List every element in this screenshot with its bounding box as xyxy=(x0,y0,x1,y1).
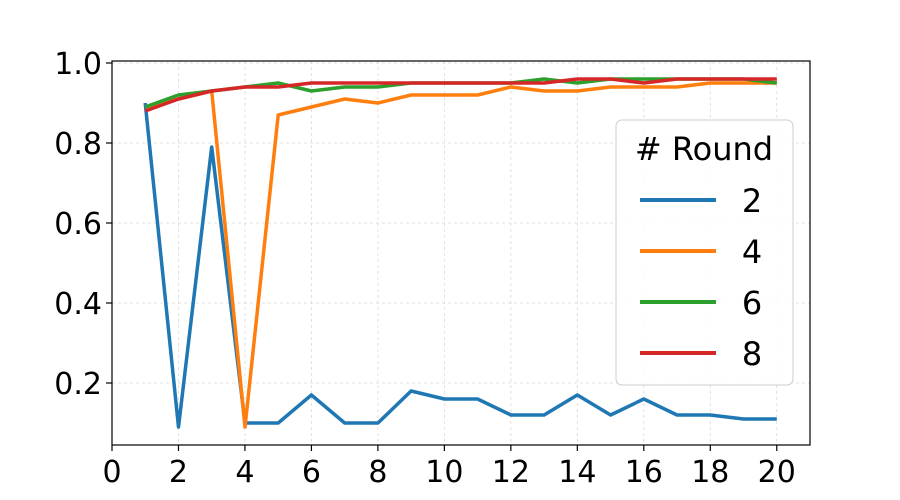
x-tick-label: 8 xyxy=(368,455,387,490)
legend-label-2: 2 xyxy=(742,182,762,220)
series-line-2 xyxy=(143,102,777,429)
legend-label-6: 6 xyxy=(742,284,762,322)
y-tick-label: 0.4 xyxy=(54,287,102,322)
x-tick-label: 20 xyxy=(758,455,796,490)
x-tick-label: 0 xyxy=(102,455,121,490)
x-tick-label: 10 xyxy=(425,455,463,490)
x-tick-label: 6 xyxy=(302,455,321,490)
x-tick-label: 14 xyxy=(558,455,596,490)
x-tick-label: 4 xyxy=(235,455,254,490)
x-tick-label: 12 xyxy=(492,455,530,490)
legend-label-8: 8 xyxy=(742,335,762,373)
series-lines xyxy=(143,77,778,429)
x-axis: 0 2 4 6 8 10 12 14 16 18 20 xyxy=(102,445,796,490)
series-line-8 xyxy=(144,77,777,113)
y-axis: 0.2 0.4 0.6 0.8 1.0 xyxy=(54,47,112,402)
x-tick-label: 18 xyxy=(691,455,729,490)
y-tick-label: 0.6 xyxy=(54,207,102,242)
x-tick-label: 16 xyxy=(625,455,663,490)
series-line-4 xyxy=(144,81,777,429)
x-tick-label: 2 xyxy=(169,455,188,490)
legend-label-4: 4 xyxy=(742,233,762,271)
y-tick-label: 0.2 xyxy=(54,367,102,402)
legend-title: # Round xyxy=(635,130,773,168)
plot-frame xyxy=(111,60,811,446)
y-tick-label: 0.8 xyxy=(54,127,102,162)
y-tick-label: 1.0 xyxy=(54,47,102,82)
legend: # Round 2 4 6 8 xyxy=(615,119,794,386)
